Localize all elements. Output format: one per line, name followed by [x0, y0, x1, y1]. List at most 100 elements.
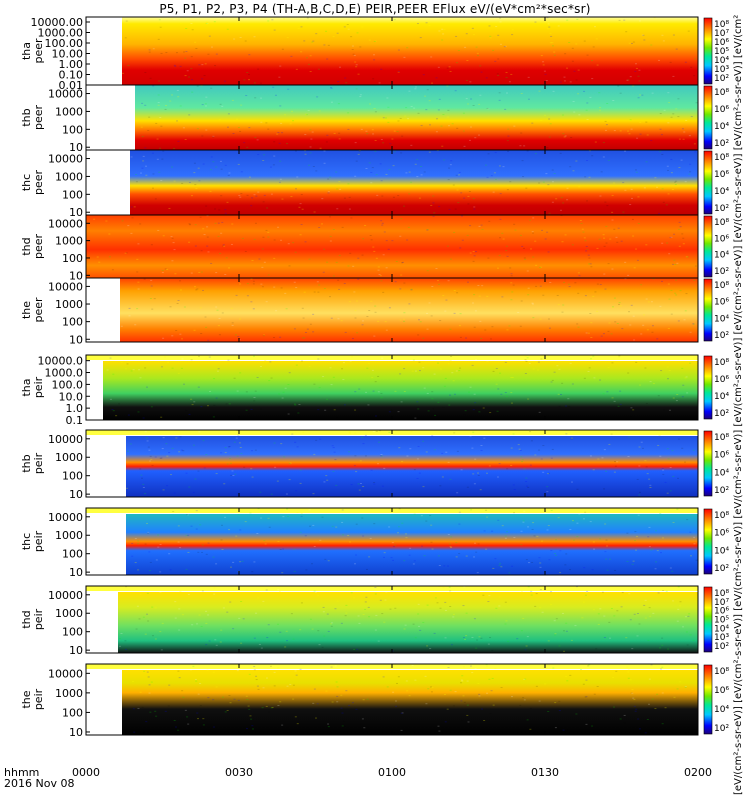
speckle [152, 173, 155, 175]
colorbar-tick-label: 10⁴ [714, 546, 729, 556]
speckle [607, 263, 610, 265]
speckle [329, 235, 332, 237]
speckle [257, 688, 260, 690]
time-tick-label: 0130 [531, 766, 559, 779]
speckle [408, 554, 411, 556]
speckle [240, 171, 243, 173]
speckle [358, 489, 361, 491]
speckle [266, 637, 269, 639]
speckle [540, 358, 543, 360]
speckle [212, 699, 215, 701]
speckle [212, 161, 215, 163]
speckle [144, 543, 147, 545]
speckle [462, 666, 465, 668]
speckle [682, 626, 685, 628]
y-label-probe: thd [20, 237, 33, 255]
speckle [673, 259, 676, 261]
speckle [408, 193, 411, 195]
speckle [633, 339, 636, 341]
colorbar-tick-label: 10⁶ [714, 234, 729, 244]
speckle [325, 475, 328, 477]
speckle [473, 618, 476, 620]
speckle [443, 159, 446, 161]
speckle [554, 634, 557, 636]
speckle [614, 569, 617, 571]
speckle [671, 450, 674, 452]
speckle [173, 180, 176, 182]
speckle [171, 335, 174, 337]
speckle [630, 188, 633, 190]
colorbar [703, 664, 713, 735]
speckle [613, 130, 616, 132]
speckle [628, 311, 631, 313]
speckle [606, 205, 609, 207]
speckle [367, 606, 370, 608]
speckle [366, 367, 369, 369]
speckle [197, 693, 200, 695]
speckle [652, 278, 655, 280]
speckle [513, 512, 516, 514]
speckle [638, 623, 641, 625]
speckle [342, 362, 345, 364]
speckle [564, 53, 567, 55]
speckle [326, 134, 329, 136]
speckle [359, 460, 362, 462]
speckle [663, 109, 666, 111]
speckle [431, 435, 434, 437]
speckle [588, 176, 591, 178]
speckle [229, 702, 232, 704]
speckle [337, 318, 340, 320]
speckle [602, 234, 605, 236]
speckle [253, 397, 256, 399]
speckle [410, 105, 413, 107]
speckle [311, 41, 314, 43]
speckle [384, 321, 387, 323]
speckle [278, 76, 281, 78]
speckle [619, 305, 622, 307]
speckle [256, 532, 259, 534]
speckle [693, 75, 696, 77]
speckle [263, 261, 266, 263]
speckle [598, 92, 601, 94]
speckle [441, 145, 444, 147]
speckle [541, 229, 544, 231]
speckle [125, 252, 128, 254]
speckle [162, 489, 165, 491]
speckle [526, 636, 529, 638]
speckle [349, 360, 352, 362]
speckle [482, 594, 485, 596]
speckle [630, 692, 633, 694]
speckle [419, 321, 422, 323]
speckle [141, 706, 144, 708]
speckle [444, 609, 447, 611]
speckle [668, 298, 671, 300]
speckle [437, 109, 440, 111]
speckle [340, 622, 343, 624]
speckle [671, 188, 674, 190]
speckle [413, 469, 416, 471]
speckle [682, 243, 685, 245]
speckle [571, 383, 574, 385]
speckle [568, 286, 571, 288]
speckle [507, 640, 510, 642]
speckle [243, 142, 246, 144]
speckle [575, 160, 578, 162]
speckle [684, 461, 687, 463]
speckle [630, 407, 633, 409]
speckle [450, 160, 453, 162]
speckle [382, 291, 385, 293]
speckle [405, 680, 408, 682]
speckle [270, 493, 273, 495]
speckle [466, 486, 469, 488]
speckle [121, 220, 124, 222]
speckle [348, 431, 351, 433]
speckle [374, 150, 377, 152]
speckle [591, 569, 594, 571]
speckle [489, 338, 492, 340]
speckle [635, 361, 638, 363]
speckle [292, 638, 295, 640]
speckle [462, 695, 465, 697]
speckle [501, 232, 504, 234]
speckle [238, 339, 241, 341]
speckle [361, 718, 364, 720]
